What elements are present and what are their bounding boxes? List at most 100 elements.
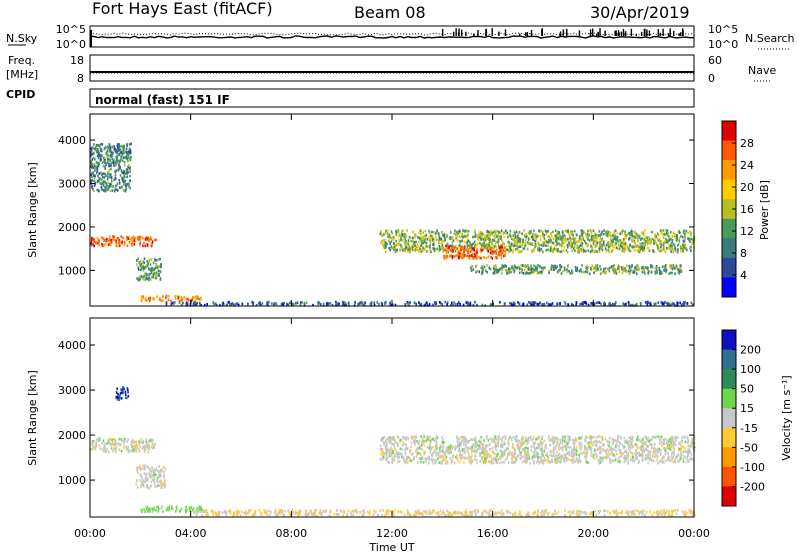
power-cell [685, 230, 687, 233]
power-cell [636, 272, 638, 275]
power-cell [102, 237, 104, 240]
velocity-cell [547, 457, 549, 460]
power-cell [560, 251, 562, 254]
power-cell [628, 301, 630, 304]
power-panel-frame [90, 114, 694, 306]
power-cell [536, 238, 538, 241]
nave-label: Nave [748, 64, 776, 77]
power-cell [484, 245, 486, 248]
velocity-cell [688, 445, 690, 448]
power-cell [547, 248, 549, 251]
velocity-cell [644, 449, 646, 452]
power-cell [124, 164, 126, 167]
velocity-cell [658, 513, 660, 516]
power-cell [613, 271, 615, 274]
velocity-cell [488, 460, 490, 463]
velocity-cell [144, 464, 146, 467]
power-cell [113, 162, 115, 165]
power-cell [150, 236, 152, 239]
power-cell [521, 250, 523, 253]
velocity-cell [348, 509, 350, 512]
power-cell [548, 270, 550, 273]
power-cell [111, 176, 113, 179]
power-cell [130, 156, 132, 159]
power-cell [462, 236, 464, 239]
power-cell [531, 250, 533, 253]
velocity-cell [543, 513, 545, 516]
power-cell [596, 236, 598, 239]
power-cell [117, 152, 119, 155]
power-cell [559, 264, 561, 267]
power-cell [438, 232, 440, 235]
power-cell [388, 247, 390, 250]
velocity-cell [668, 514, 670, 517]
power-cell [491, 241, 493, 244]
power-cell [122, 241, 124, 244]
power-cell [684, 236, 686, 239]
power-cell [286, 303, 288, 306]
power-cell [407, 251, 409, 254]
power-cell [154, 268, 156, 271]
power-cell [685, 244, 687, 247]
power-cell [122, 177, 124, 180]
power-cell [506, 272, 508, 275]
power-cell [505, 229, 507, 232]
velocity-cell [295, 510, 297, 513]
power-cell [336, 302, 338, 305]
velocity-cell [158, 508, 160, 511]
velocity-cell [554, 509, 556, 512]
power-cell [533, 230, 535, 233]
velocity-cell [630, 459, 632, 462]
velocity-cell [115, 444, 117, 447]
velocity-cell [562, 443, 564, 446]
power-cell [92, 179, 94, 182]
velocity-cell [536, 514, 538, 517]
velocity-cell [110, 444, 112, 447]
velocity-cell [498, 511, 500, 514]
power-cell [542, 242, 544, 245]
power-cell [596, 302, 598, 305]
power-cell [689, 238, 691, 241]
velocity-cell [394, 459, 396, 462]
velocity-cell [152, 467, 154, 470]
velocity-cell [145, 477, 147, 480]
power-cell [93, 241, 95, 244]
velocity-cell [684, 514, 686, 517]
power-cell [427, 245, 429, 248]
power-cell [405, 303, 407, 306]
velocity-cell [634, 460, 636, 463]
power-cell [676, 301, 678, 304]
power-cell [674, 272, 676, 275]
velocity-cell [145, 474, 147, 477]
power-cell [156, 264, 158, 267]
power-cell [98, 244, 100, 247]
velocity-cell [613, 448, 615, 451]
power-cell [91, 160, 93, 163]
velocity-cell [310, 510, 312, 513]
velocity-cell [494, 435, 496, 438]
power-cell [443, 247, 445, 250]
velocity-cell [484, 454, 486, 457]
velocity-cell [189, 509, 191, 512]
power-cell [473, 249, 475, 252]
velocity-cell [398, 436, 400, 439]
power-cell [435, 236, 437, 239]
power-cell [93, 157, 95, 160]
power-cell [593, 268, 595, 271]
power-cell [408, 301, 410, 304]
power-cell [139, 241, 141, 244]
power-cell [495, 269, 497, 272]
power-cell [591, 264, 593, 267]
velocity-cell [123, 446, 125, 449]
velocity-cell [128, 438, 130, 441]
power-cell [661, 243, 663, 246]
power-cell [119, 146, 121, 149]
power-cell [139, 276, 141, 279]
power-cell [683, 231, 685, 234]
power-cell [160, 278, 162, 281]
power-cell [567, 303, 569, 306]
power-cell [567, 244, 569, 247]
velocity-cell [597, 459, 599, 462]
power-cell [600, 268, 602, 271]
velocity-cell [146, 438, 148, 441]
